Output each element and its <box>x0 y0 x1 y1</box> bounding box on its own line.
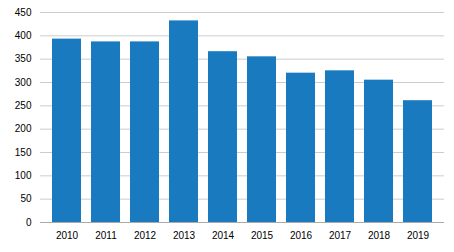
svg-text:450: 450 <box>15 7 32 18</box>
svg-text:100: 100 <box>15 170 32 181</box>
svg-text:0: 0 <box>26 217 32 228</box>
svg-text:50: 50 <box>20 193 32 204</box>
svg-text:2017: 2017 <box>329 230 352 241</box>
svg-text:2015: 2015 <box>251 230 274 241</box>
svg-text:2014: 2014 <box>212 230 235 241</box>
svg-text:200: 200 <box>15 123 32 134</box>
svg-text:400: 400 <box>15 30 32 41</box>
svg-text:2016: 2016 <box>290 230 313 241</box>
svg-text:350: 350 <box>15 53 32 64</box>
svg-text:150: 150 <box>15 147 32 158</box>
svg-text:300: 300 <box>15 77 32 88</box>
svg-text:2012: 2012 <box>134 230 157 241</box>
svg-text:250: 250 <box>15 100 32 111</box>
svg-text:2010: 2010 <box>56 230 79 241</box>
svg-text:2019: 2019 <box>407 230 430 241</box>
svg-text:2018: 2018 <box>368 230 391 241</box>
svg-text:2013: 2013 <box>173 230 196 241</box>
svg-text:2011: 2011 <box>95 230 117 241</box>
